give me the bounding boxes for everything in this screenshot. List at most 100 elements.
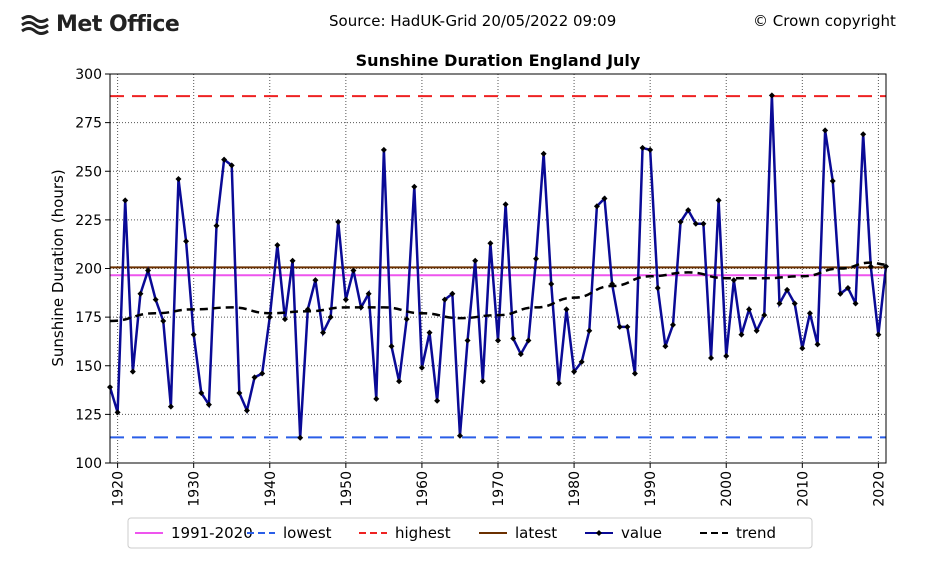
value-marker — [198, 389, 205, 396]
value-marker — [548, 281, 555, 288]
value-marker — [753, 327, 760, 334]
value-marker — [563, 306, 570, 313]
value-marker — [624, 323, 631, 330]
value-marker — [213, 222, 220, 229]
value-marker — [259, 370, 266, 377]
plot-frame — [109, 73, 887, 464]
value-marker — [434, 397, 441, 404]
value-marker — [692, 220, 699, 227]
value-marker — [555, 380, 562, 387]
source-text: Source: HadUK-Grid 20/05/2022 09:09 — [329, 12, 617, 30]
value-marker — [426, 329, 433, 336]
y-tick-label: 175 — [75, 310, 102, 326]
value-marker — [441, 296, 448, 303]
value-marker — [114, 409, 121, 416]
value-marker — [281, 316, 288, 323]
value-marker — [320, 329, 327, 336]
value-marker — [122, 197, 129, 204]
value-marker — [487, 240, 494, 247]
y-tick-label: 100 — [75, 456, 102, 472]
value-marker — [616, 323, 623, 330]
y-tick-label: 300 — [75, 67, 102, 83]
value-marker — [380, 146, 387, 153]
value-marker — [844, 284, 851, 291]
y-axis-label: Sunshine Duration (hours) — [49, 169, 67, 366]
value-marker — [806, 310, 813, 317]
value-marker — [829, 177, 836, 184]
value-marker — [685, 207, 692, 214]
value-marker — [327, 314, 334, 321]
value-marker — [669, 321, 676, 328]
value-marker — [464, 337, 471, 344]
legend-label: 1991-2020 — [171, 524, 253, 542]
legend-label: value — [621, 524, 662, 542]
legend-label: latest — [515, 524, 557, 542]
value-marker — [152, 296, 159, 303]
legend-label: trend — [736, 524, 776, 542]
chart-title: Sunshine Duration England July — [356, 51, 641, 70]
value-marker — [761, 312, 768, 319]
value-marker — [654, 284, 661, 291]
x-tick-label: 1950 — [339, 471, 355, 507]
value-marker — [342, 296, 349, 303]
value-marker — [297, 434, 304, 441]
value-marker — [730, 277, 737, 284]
value-marker — [495, 337, 501, 344]
x-tick-label: 1920 — [111, 471, 127, 507]
value-marker — [145, 267, 152, 274]
value-marker — [365, 290, 372, 297]
value-marker — [768, 92, 775, 99]
value-marker — [677, 218, 684, 225]
x-tick-label: 2000 — [719, 471, 735, 507]
value-marker — [601, 195, 608, 202]
value-marker — [350, 267, 357, 274]
value-marker — [243, 407, 250, 414]
value-marker — [479, 378, 486, 385]
y-tick-label: 225 — [75, 213, 102, 229]
value-marker — [449, 290, 456, 297]
copyright-text: © Crown copyright — [753, 12, 896, 30]
value-marker — [708, 354, 715, 361]
value-marker — [221, 156, 228, 163]
x-tick-label: 1960 — [415, 471, 431, 507]
x-tick-label: 2020 — [871, 471, 887, 507]
value-marker — [533, 255, 540, 262]
value-marker — [137, 290, 144, 297]
value-marker — [586, 327, 593, 334]
x-tick-label: 2010 — [795, 471, 811, 507]
legend-label: lowest — [283, 524, 332, 542]
value-marker — [335, 218, 342, 225]
value-marker — [814, 341, 821, 348]
value-marker — [723, 353, 730, 360]
legend-label: highest — [395, 524, 451, 542]
value-marker — [578, 358, 585, 365]
value-marker — [274, 242, 281, 249]
value-marker — [525, 337, 532, 344]
value-marker — [647, 146, 654, 153]
value-marker — [867, 263, 874, 270]
value-marker — [190, 331, 197, 338]
value-marker — [388, 343, 395, 350]
value-marker — [639, 144, 646, 151]
value-marker — [289, 257, 296, 264]
x-tick-label: 1940 — [263, 471, 279, 507]
value-marker — [472, 257, 479, 264]
value-marker — [700, 220, 707, 227]
value-marker — [411, 183, 418, 190]
value-marker — [860, 131, 867, 138]
value-marker — [784, 286, 791, 293]
value-marker — [266, 314, 273, 321]
met-office-logo: Met Office — [20, 12, 180, 37]
value-marker — [129, 368, 136, 375]
value-marker — [662, 343, 669, 350]
met-office-wave-icon — [21, 14, 49, 35]
value-marker — [571, 368, 578, 375]
value-marker — [456, 432, 463, 439]
x-tick-label: 1930 — [187, 471, 203, 507]
trend-line — [109, 261, 887, 323]
value-marker — [205, 401, 212, 408]
value-marker — [403, 316, 410, 323]
value-marker — [373, 395, 380, 402]
value-marker — [160, 318, 167, 325]
